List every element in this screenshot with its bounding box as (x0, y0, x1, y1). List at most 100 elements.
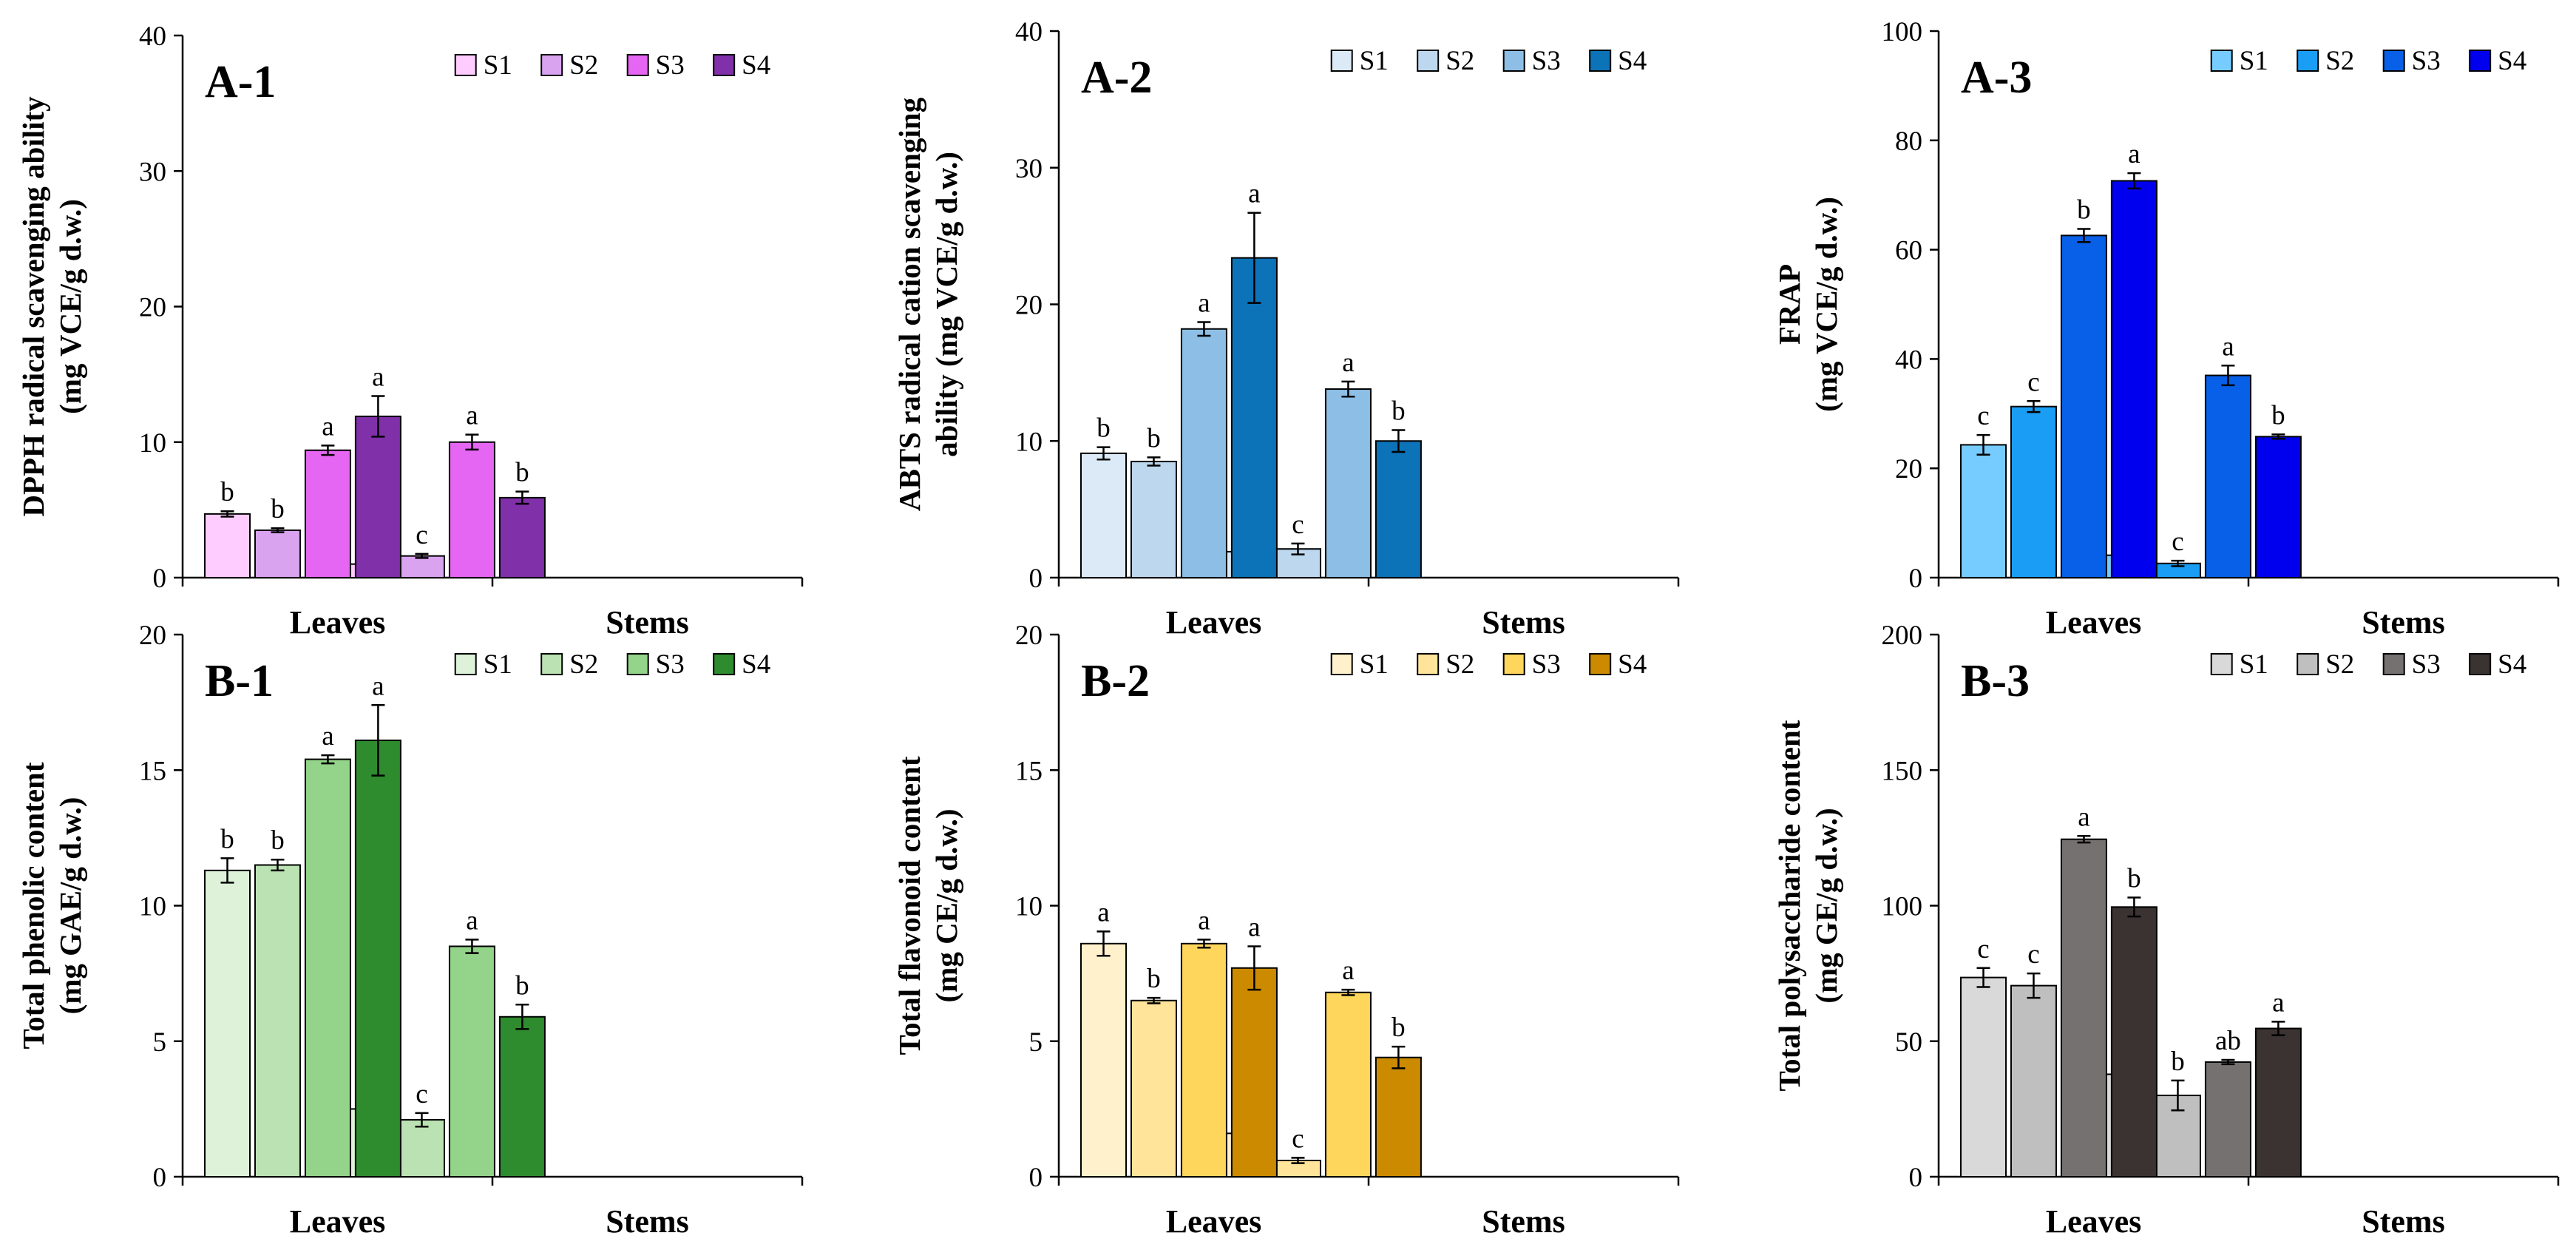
a-2-sig-letter-s1-leaves: b (1097, 413, 1111, 444)
a-3-sig-letter-s4-leaves: a (2128, 139, 2140, 169)
a-3-legend-label-s1: S1 (2240, 46, 2268, 76)
b-1-sig-letter-s2-stems: c (416, 1079, 427, 1109)
a-1-legend-swatch-s1 (454, 54, 477, 76)
a-3-sig-letter-s4-stems: b (2271, 400, 2285, 430)
b-1-sig-letter-s1-leaves: b (220, 824, 234, 854)
a-2-bar-s3-stems (1324, 388, 1372, 578)
b-1-ytick-label-1: 5 (153, 1027, 167, 1058)
b-1-xcat-label-1: Stems (606, 1203, 688, 1240)
a-1-sig-letter-s3-stems: a (466, 401, 478, 431)
b-3-legend-label-s3: S3 (2412, 649, 2441, 680)
b-2-ytick-label-2: 10 (1015, 892, 1043, 922)
b-3-bar-s3-leaves (2060, 838, 2107, 1178)
b-2-sig-letter-s2-stems: c (1292, 1123, 1304, 1154)
a-3-ytick-label-2: 40 (1895, 345, 1922, 375)
b-3-ytick-label-0: 0 (1909, 1163, 1923, 1193)
a-1-xcat-label-1: Stems (606, 604, 688, 641)
b-1-legend-label-s2: S2 (569, 649, 598, 680)
b-2-sig-letter-s2-leaves: b (1147, 964, 1161, 994)
b-1-ylabel-line-1: (mg GAE/g d.w.) (53, 797, 87, 1015)
a-3-xcat-label-0: Leaves (2046, 604, 2142, 641)
a-1-sig-letter-s4-leaves: a (372, 362, 384, 392)
b-1-legend-swatch-s2 (540, 653, 563, 675)
a-3-legend-label-s4: S4 (2498, 46, 2526, 76)
a-2-ylabel-line-0: ABTS radical cation scavenging (892, 97, 926, 511)
a-1-bar-s2-leaves (254, 529, 301, 578)
b-3-legend-swatch-s2 (2297, 653, 2319, 675)
a-3-bar-s4-stems (2254, 436, 2302, 579)
a-1-sig-letter-s3-leaves: a (322, 411, 333, 442)
b-2-bar-s4-leaves (1230, 967, 1278, 1178)
b-2-legend-label-s4: S4 (1618, 649, 1647, 680)
b-3-xcat-label-1: Stems (2362, 1203, 2444, 1240)
b-1-sig-letter-s3-stems: a (466, 905, 478, 936)
a-2-bar-s2-leaves (1130, 460, 1177, 579)
a-2-ytick-label-2: 20 (1015, 291, 1043, 321)
a-1-ytick-label-1: 10 (139, 428, 166, 459)
b-2-bar-s3-leaves (1180, 942, 1227, 1178)
b-3-sig-letter-s4-stems: a (2272, 987, 2284, 1018)
a-1-sig-letter-s4-stems: b (515, 458, 529, 488)
b-1-ylabel-line-0: Total phenolic content (16, 762, 50, 1049)
b-3-ytick-label-3: 150 (1882, 756, 1923, 786)
b-1-sig-letter-s4-leaves: a (372, 671, 384, 701)
b-2-legend-label-s2: S2 (1445, 649, 1474, 680)
b-3-xcat-label-0: Leaves (2046, 1203, 2142, 1240)
b-1-legend-label-s4: S4 (742, 649, 770, 680)
a-3-panel-label: A-3 (1961, 53, 2032, 103)
a-2-legend-swatch-s1 (1330, 50, 1353, 72)
a-1-bar-s1-leaves (204, 513, 251, 578)
b-2-legend-swatch-s2 (1417, 653, 1440, 675)
b-2-ytick-label-4: 20 (1015, 621, 1043, 651)
a-2-sig-letter-s3-stems: a (1342, 348, 1354, 378)
b-2-legend-label-s3: S3 (1532, 649, 1561, 680)
b-1-bar-s4-stems (498, 1015, 546, 1178)
a-3-legend-swatch-s1 (2210, 50, 2233, 72)
a-1-legend-label-s3: S3 (656, 50, 685, 81)
a-2-bar-s3-leaves (1180, 328, 1227, 578)
b-1-bar-s1-leaves (204, 869, 251, 1177)
b-2-sig-letter-s4-stems: b (1392, 1013, 1406, 1043)
a-1-ylabel-line-1: (mg VCE/g d.w.) (53, 199, 87, 414)
a-1-bar-s3-leaves (304, 449, 351, 578)
b-2-xcat-label-0: Leaves (1166, 1203, 1262, 1240)
a-2-ylabel-line-1: ability (mg VCE/g d.w.) (929, 152, 963, 457)
a-2-sig-letter-s4-leaves: a (1248, 179, 1260, 209)
a-2-bar-s4-leaves (1230, 257, 1278, 578)
b-2-sig-letter-s1-leaves: a (1097, 897, 1109, 927)
b-3-sig-letter-s2-stems: b (2171, 1047, 2185, 1077)
a-1-legend-label-s1: S1 (484, 50, 512, 81)
a-2-ytick-label-4: 40 (1015, 17, 1043, 47)
a-2-xcat-label-1: Stems (1482, 604, 1565, 641)
a-2-legend-swatch-s4 (1589, 50, 1612, 72)
b-3-legend-label-s2: S2 (2325, 649, 2354, 680)
a-1-bar-s2-stems (398, 555, 445, 578)
b-3-bar-s4-leaves (2110, 906, 2158, 1178)
a-3-legend-label-s2: S2 (2325, 46, 2354, 76)
b-2-panel-label: B-2 (1081, 656, 1150, 706)
b-3-bar-s1-leaves (1960, 976, 2007, 1178)
b-3-legend-swatch-s1 (2210, 653, 2233, 675)
b-3-bar-s2-leaves (2010, 984, 2057, 1178)
a-3-sig-letter-s2-leaves: c (2027, 367, 2039, 397)
a-1-sig-letter-s1-leaves: b (220, 477, 234, 507)
a-2-legend-label-s3: S3 (1532, 46, 1561, 76)
b-3-legend-swatch-s3 (2382, 653, 2405, 675)
b-3-panel-label: B-3 (1961, 656, 2030, 706)
a-1-xcat-label-0: Leaves (290, 604, 386, 641)
b-3-ylabel-line-0: Total polysaccharide content (1772, 720, 1806, 1091)
a-3-sig-letter-s2-stems: c (2172, 527, 2183, 557)
a-3-ytick-label-1: 20 (1895, 454, 1922, 484)
a-1-sig-letter-s2-stems: c (416, 520, 427, 550)
a-2-sig-letter-s4-stems: b (1392, 396, 1406, 426)
a-3-ytick-label-0: 0 (1909, 564, 1923, 594)
b-3-ylabel-line-1: (mg GE/g d.w.) (1809, 808, 1843, 1003)
b-3-ytick-label-1: 50 (1895, 1027, 1922, 1058)
b-2-sig-letter-s3-stems: a (1342, 956, 1354, 986)
b-2-ytick-label-1: 5 (1029, 1027, 1043, 1058)
a-3-sig-letter-s3-stems: a (2222, 331, 2234, 362)
b-3-legend-label-s4: S4 (2498, 649, 2526, 680)
b-1-panel-label: B-1 (205, 656, 274, 706)
a-2-panel-label: A-2 (1081, 53, 1152, 103)
